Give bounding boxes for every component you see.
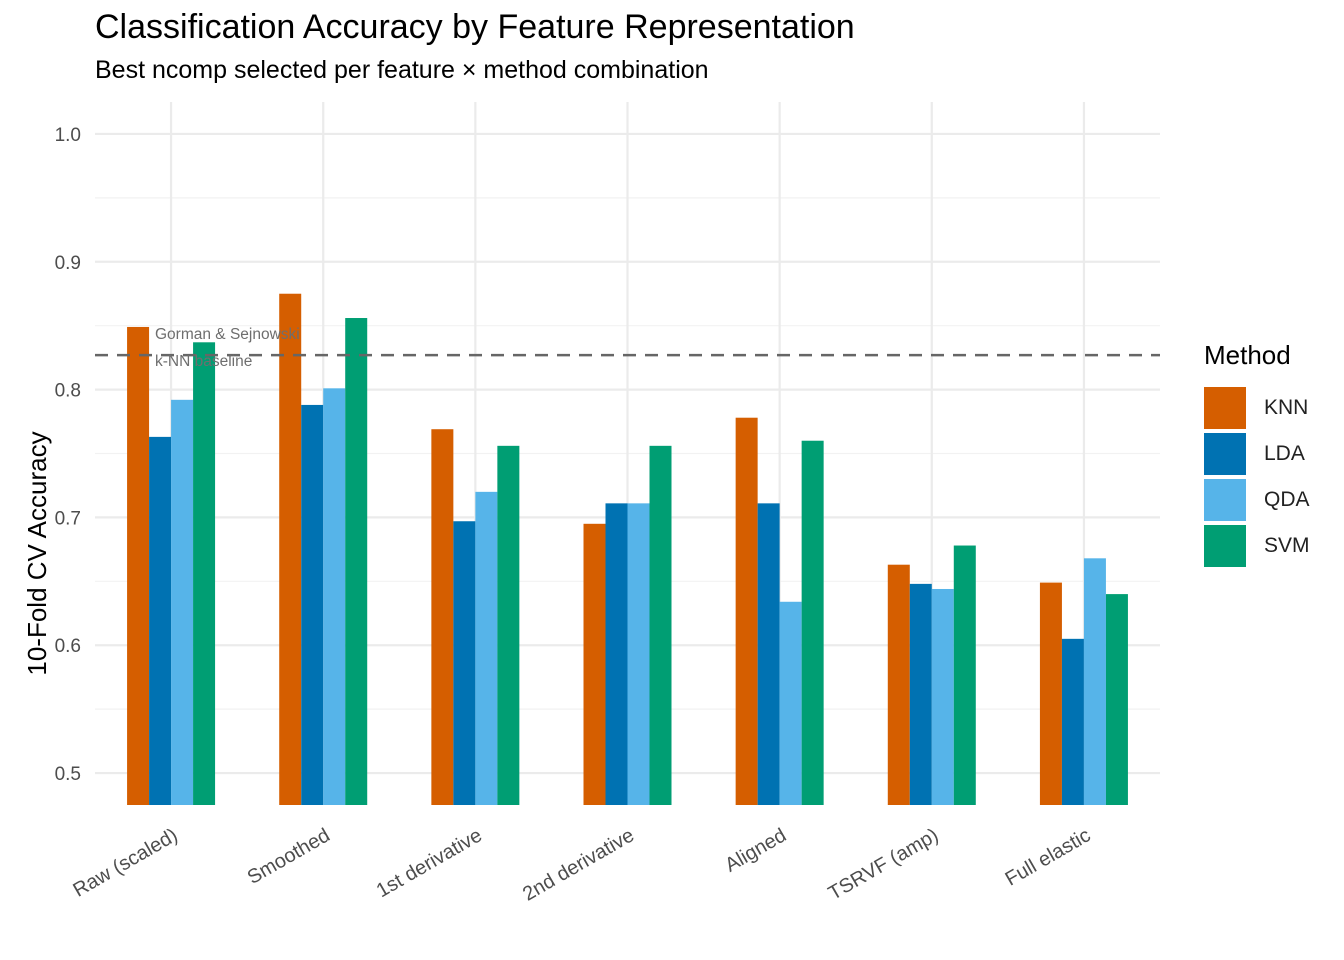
bar-knn bbox=[1039, 582, 1062, 805]
bar-lda bbox=[909, 583, 932, 805]
bar-svm bbox=[649, 445, 672, 805]
reference-line-group: Gorman & Sejnowski k-NN baseline bbox=[95, 326, 1160, 370]
bar-svm bbox=[801, 440, 824, 805]
legend-label: LDA bbox=[1264, 442, 1305, 465]
bar-knn bbox=[583, 523, 606, 805]
chart-title: Classification Accuracy by Feature Repre… bbox=[95, 8, 855, 46]
x-tick-label: Aligned bbox=[721, 824, 790, 876]
y-axis-title: 10-Fold CV Accuracy bbox=[22, 431, 52, 675]
y-tick-label: 0.9 bbox=[55, 253, 81, 274]
bar-qda bbox=[1083, 558, 1106, 805]
legend: Method KNN LDA QDA SVM bbox=[1204, 340, 1310, 569]
y-tick-label: 0.8 bbox=[55, 381, 81, 402]
bars bbox=[127, 293, 1128, 805]
bar-svm bbox=[193, 342, 216, 805]
legend-title: Method bbox=[1204, 340, 1291, 370]
bar-qda bbox=[627, 503, 650, 805]
bar-knn bbox=[735, 417, 758, 805]
x-tick-label: Raw (scaled) bbox=[70, 824, 182, 901]
bar-lda bbox=[757, 503, 780, 805]
bar-qda bbox=[323, 388, 346, 805]
legend-item-knn: KNN bbox=[1204, 385, 1310, 431]
x-tick-label: Smoothed bbox=[244, 824, 334, 889]
legend-swatch bbox=[1204, 525, 1246, 567]
legend-label: KNN bbox=[1264, 396, 1309, 419]
legend-item-qda: QDA bbox=[1204, 477, 1310, 523]
legend-swatch bbox=[1204, 387, 1246, 429]
x-tick-label: 1st derivative bbox=[373, 824, 486, 902]
reference-label: Gorman & Sejnowski bbox=[155, 326, 300, 343]
bar-qda bbox=[475, 491, 498, 805]
x-tick-label: TSRVF (amp) bbox=[825, 824, 943, 905]
bar-lda bbox=[149, 436, 172, 805]
bar-qda bbox=[931, 588, 954, 805]
bar-knn bbox=[127, 326, 150, 805]
bar-svm bbox=[953, 545, 976, 805]
x-tick-label: 2nd derivative bbox=[519, 824, 638, 905]
bar-svm bbox=[1105, 594, 1128, 805]
bar-knn bbox=[431, 429, 454, 805]
y-tick-label: 0.7 bbox=[55, 508, 81, 529]
bar-qda bbox=[779, 601, 802, 805]
reference-label: k-NN baseline bbox=[155, 353, 252, 370]
bar-svm bbox=[345, 318, 368, 805]
legend-label: QDA bbox=[1264, 488, 1310, 511]
legend-swatch bbox=[1204, 433, 1246, 475]
legend-item-lda: LDA bbox=[1204, 431, 1310, 477]
bar-svm bbox=[497, 445, 520, 805]
bar-knn bbox=[887, 564, 910, 805]
bar-lda bbox=[605, 503, 628, 805]
y-tick-label: 0.5 bbox=[55, 764, 81, 785]
bar-qda bbox=[171, 399, 194, 805]
bar-lda bbox=[453, 521, 476, 805]
legend-swatch bbox=[1204, 479, 1246, 521]
bar-knn bbox=[279, 293, 302, 805]
legend-label: SVM bbox=[1264, 534, 1310, 557]
y-tick-label: 0.6 bbox=[55, 636, 81, 657]
legend-item-svm: SVM bbox=[1204, 523, 1310, 569]
y-tick-label: 1.0 bbox=[55, 125, 81, 146]
bar-lda bbox=[1061, 638, 1084, 805]
x-tick-label: Full elastic bbox=[1002, 824, 1095, 890]
chart-subtitle: Best ncomp selected per feature × method… bbox=[95, 56, 709, 84]
bar-lda bbox=[301, 404, 324, 805]
